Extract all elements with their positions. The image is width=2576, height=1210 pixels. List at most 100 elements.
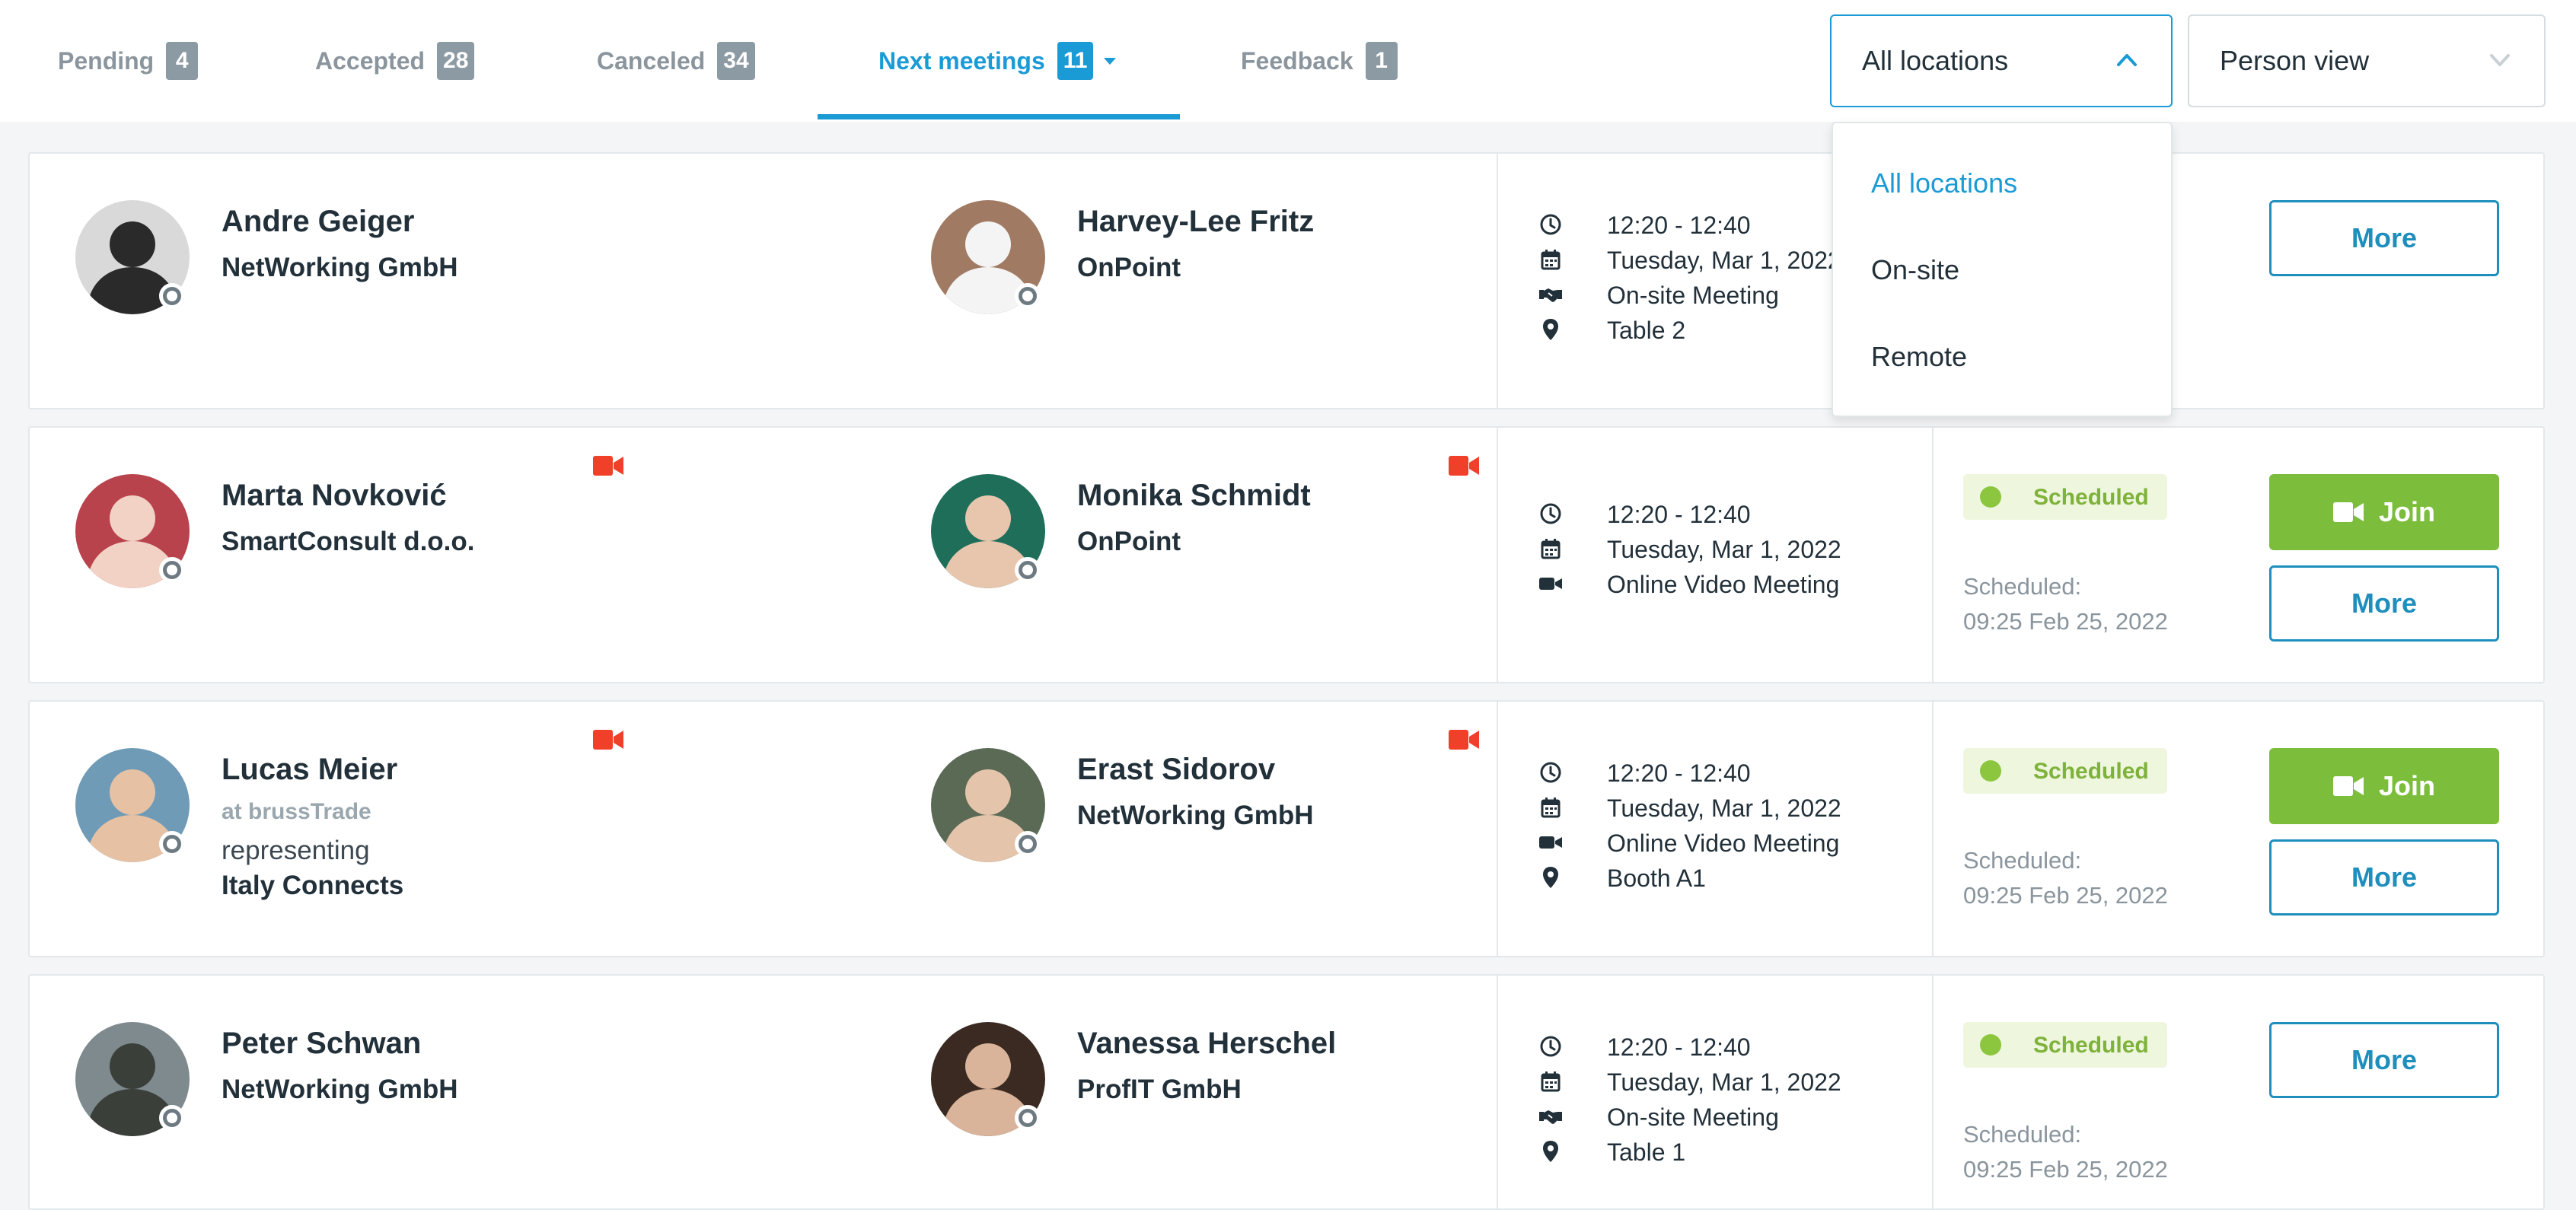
divider xyxy=(1497,154,1498,408)
status-badge: Scheduled xyxy=(1963,474,2167,520)
clock-icon xyxy=(1538,1034,1563,1059)
person-company: NetWorking GmbH xyxy=(222,1075,458,1104)
person-company: ProfIT GmbH xyxy=(1077,1075,1242,1104)
video-camera-icon xyxy=(2333,775,2364,797)
meeting-time: 12:20 - 12:40 xyxy=(1607,1033,1751,1061)
tab-next-meetings[interactable]: Next meetings 11 xyxy=(878,0,1117,122)
view-select[interactable]: Person view xyxy=(2188,14,2546,107)
caret-down-icon[interactable] xyxy=(1104,57,1117,65)
tab-label: Next meetings xyxy=(878,46,1045,75)
meeting-type: Online Video Meeting xyxy=(1607,571,1840,598)
meeting-date: Tuesday, Mar 1, 2022 xyxy=(1607,247,1841,274)
tab-label: Feedback xyxy=(1241,46,1353,75)
status-dot-icon xyxy=(1980,1034,2001,1056)
divider xyxy=(1932,976,1934,1208)
video-camera-icon xyxy=(1449,456,1479,476)
status-indicator xyxy=(1015,831,1041,857)
meeting-card: Lucas Meier at brussTrade representing I… xyxy=(28,700,2545,957)
meeting-card: Marta Novković SmartConsult d.o.o. Monik… xyxy=(28,426,2545,683)
more-button[interactable]: More xyxy=(2269,839,2499,915)
count-badge: 11 xyxy=(1057,42,1094,80)
status-dot-icon xyxy=(1980,760,2001,782)
chevron-down-icon xyxy=(2490,54,2510,66)
join-label: Join xyxy=(2378,770,2435,801)
divider xyxy=(1497,428,1498,682)
location-select[interactable]: All locations xyxy=(1830,14,2173,107)
person-name[interactable]: Erast Sidorov xyxy=(1077,753,1276,786)
meeting-date: Tuesday, Mar 1, 2022 xyxy=(1607,794,1841,822)
option-on-site[interactable]: On-site xyxy=(1871,254,1960,285)
video-camera-icon xyxy=(1449,730,1479,750)
person-company: Italy Connects xyxy=(222,871,404,900)
tab-accepted[interactable]: Accepted 28 xyxy=(315,0,475,122)
tab-label: Canceled xyxy=(597,46,706,75)
status-dot-icon xyxy=(1980,486,2001,508)
scheduled-timestamp: 09:25 Feb 25, 2022 xyxy=(1963,608,2168,635)
person-name[interactable]: Lucas Meier xyxy=(222,753,398,786)
clock-icon xyxy=(1538,212,1563,237)
person-name[interactable]: Andre Geiger xyxy=(222,205,415,238)
status-indicator xyxy=(159,831,185,857)
view-select-value: Person view xyxy=(2220,45,2370,76)
status-indicator xyxy=(159,283,185,309)
video-camera-icon xyxy=(593,456,623,476)
person-company: NetWorking GmbH xyxy=(1077,801,1314,830)
status-label: Scheduled xyxy=(2033,1033,2149,1058)
meeting-card: Peter Schwan NetWorking GmbH Vanessa Her… xyxy=(28,974,2545,1210)
option-all-locations[interactable]: All locations xyxy=(1871,167,2018,199)
person-name[interactable]: Marta Novković xyxy=(222,479,447,512)
status-label: Scheduled xyxy=(2033,759,2149,784)
status-badge: Scheduled xyxy=(1963,748,2167,794)
person-name[interactable]: Vanessa Herschel xyxy=(1077,1027,1337,1060)
location-pin-icon xyxy=(1538,317,1563,342)
more-button[interactable]: More xyxy=(2269,1022,2499,1098)
clock-icon xyxy=(1538,502,1563,526)
tab-canceled[interactable]: Canceled 34 xyxy=(597,0,755,122)
status-indicator xyxy=(159,557,185,583)
divider xyxy=(1497,702,1498,956)
more-button[interactable]: More xyxy=(2269,200,2499,276)
handshake-icon xyxy=(1538,282,1563,307)
divider xyxy=(1932,702,1934,956)
tab-feedback[interactable]: Feedback 1 xyxy=(1241,0,1398,122)
person-company: NetWorking GmbH xyxy=(222,253,458,282)
top-bar: Pending 4 Accepted 28 Canceled 34 Next m… xyxy=(0,0,2576,122)
status-indicator xyxy=(159,1105,185,1131)
scheduled-label: Scheduled: xyxy=(1963,1121,2082,1148)
join-button[interactable]: Join xyxy=(2269,474,2499,550)
status-indicator xyxy=(1015,1105,1041,1131)
tab-pending[interactable]: Pending 4 xyxy=(58,0,199,122)
join-button[interactable]: Join xyxy=(2269,748,2499,824)
video-camera-icon xyxy=(2333,502,2364,523)
more-button[interactable]: More xyxy=(2269,565,2499,642)
location-pin-icon xyxy=(1538,865,1563,890)
status-indicator xyxy=(1015,557,1041,583)
person-name[interactable]: Harvey-Lee Fritz xyxy=(1077,205,1315,238)
meeting-location: Booth A1 xyxy=(1607,865,1706,892)
location-select-value: All locations xyxy=(1862,45,2009,76)
representing-label: representing xyxy=(222,836,370,865)
meeting-time: 12:20 - 12:40 xyxy=(1607,212,1751,239)
meeting-location: Table 1 xyxy=(1607,1138,1686,1166)
scheduled-timestamp: 09:25 Feb 25, 2022 xyxy=(1963,882,2168,909)
chevron-up-icon xyxy=(2117,54,2137,66)
meeting-type: On-site Meeting xyxy=(1607,1103,1779,1131)
status-label: Scheduled xyxy=(2033,485,2149,510)
count-badge: 1 xyxy=(1365,42,1398,80)
tab-label: Accepted xyxy=(315,46,426,75)
location-dropdown-menu: All locations On-site Remote xyxy=(1832,122,2173,417)
person-name[interactable]: Peter Schwan xyxy=(222,1027,422,1060)
meeting-time: 12:20 - 12:40 xyxy=(1607,759,1751,787)
person-name[interactable]: Monika Schmidt xyxy=(1077,479,1311,512)
option-remote[interactable]: Remote xyxy=(1871,341,1968,372)
divider xyxy=(1932,428,1934,682)
meeting-type: Online Video Meeting xyxy=(1607,829,1840,857)
meeting-date: Tuesday, Mar 1, 2022 xyxy=(1607,1068,1841,1096)
count-badge: 34 xyxy=(717,42,755,80)
calendar-icon xyxy=(1538,1069,1563,1094)
person-company: OnPoint xyxy=(1077,253,1181,282)
meeting-time: 12:20 - 12:40 xyxy=(1607,501,1751,528)
scheduled-label: Scheduled: xyxy=(1963,573,2082,600)
video-camera-icon xyxy=(1538,830,1563,855)
status-indicator xyxy=(1015,283,1041,309)
